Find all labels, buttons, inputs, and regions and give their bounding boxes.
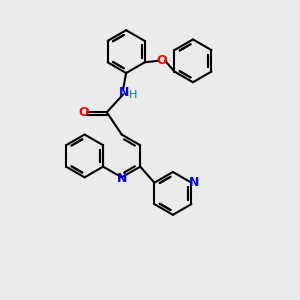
Text: O: O (156, 54, 167, 67)
Text: O: O (79, 106, 89, 119)
Text: N: N (119, 86, 129, 99)
Text: H: H (128, 90, 137, 100)
Text: N: N (116, 172, 127, 185)
Text: N: N (189, 176, 200, 189)
